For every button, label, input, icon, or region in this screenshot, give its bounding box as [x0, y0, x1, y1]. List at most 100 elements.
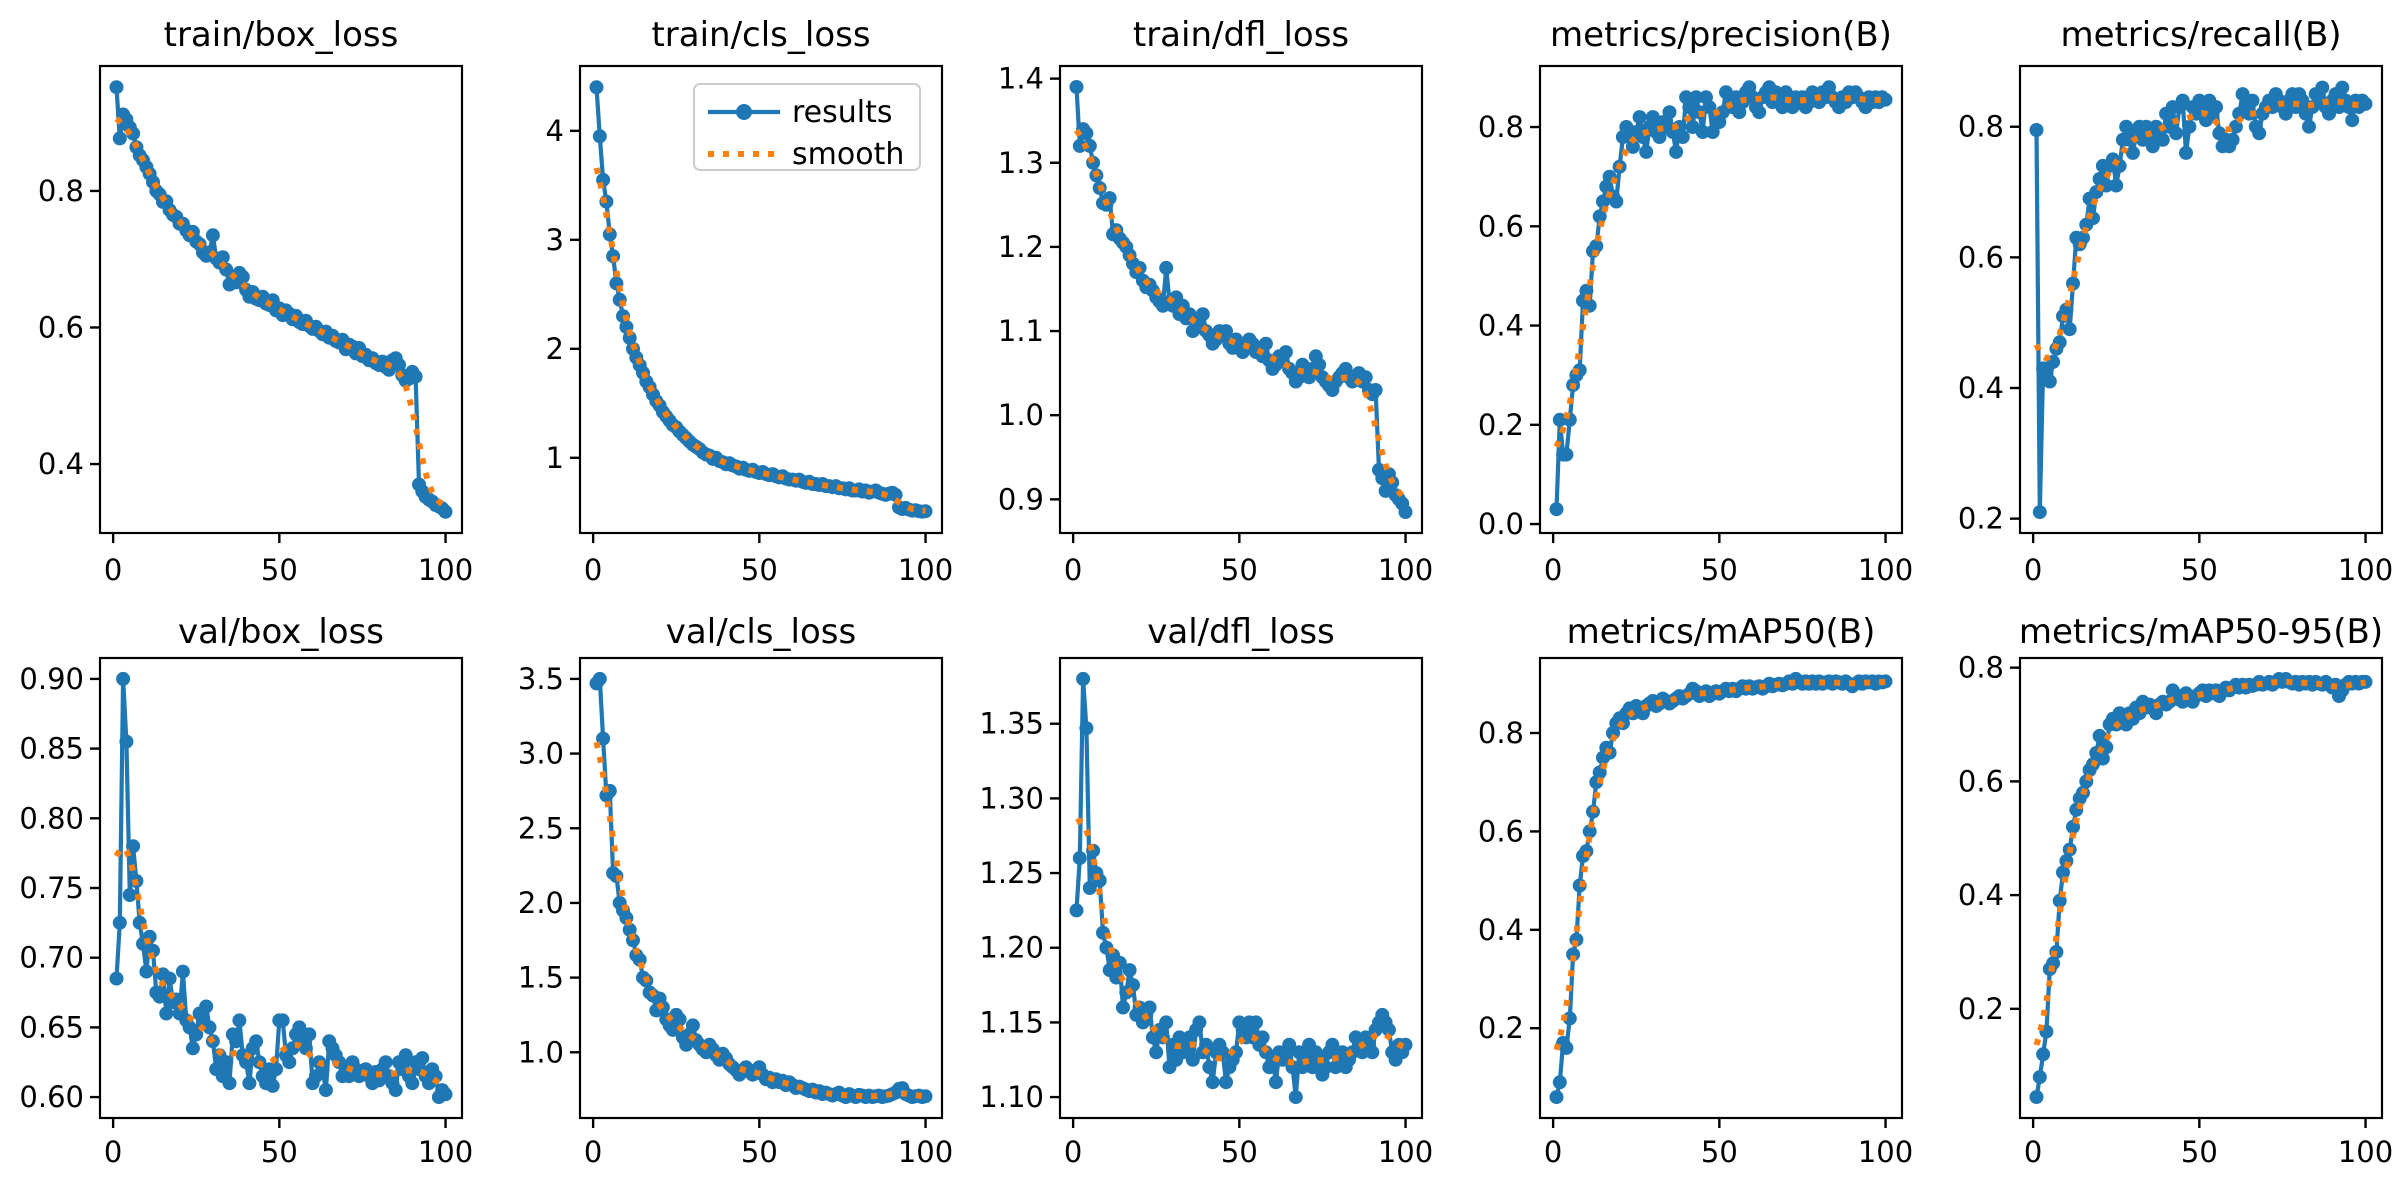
x-tick-label: 0 — [584, 553, 602, 587]
y-tick-label: 1.10 — [979, 1080, 1044, 1114]
chart-title: metrics/precision(B) — [1550, 15, 1892, 55]
x-tick-label: 100 — [2338, 553, 2393, 587]
chart-canvas-train-box-loss: train/box_loss 0 50 100 0.4 0.6 0.8 — [38, 15, 473, 587]
x-tick-label: 100 — [2338, 1135, 2393, 1169]
legend-results-marker-icon — [736, 104, 752, 120]
chart-canvas-train-dfl-loss: train/dfl_loss 0 50 100 0.9 1.0 1.1 1.2 1.3 1.4 — [998, 15, 1433, 587]
x-tick-label: 0 — [2024, 1135, 2042, 1169]
y-tick-label: 1.20 — [979, 931, 1044, 965]
x-tick-label: 0 — [104, 553, 122, 587]
x-tick-label: 0 — [584, 1135, 602, 1169]
y-tick-label: 1.4 — [998, 62, 1044, 96]
y-tick-label: 1.5 — [518, 961, 564, 995]
x-tick-label: 50 — [1701, 553, 1738, 587]
legend-label-smooth: smooth — [792, 137, 904, 172]
plot-frame — [2018, 656, 2384, 1120]
y-tick-label: 0.0 — [1478, 507, 1524, 541]
y-tick-label: 0.9 — [998, 482, 1044, 516]
y-tick-label: 0.2 — [1478, 408, 1524, 442]
y-tick-label: 0.65 — [19, 1010, 84, 1044]
smooth-series-line — [593, 167, 926, 514]
plot-frame — [1058, 64, 1424, 535]
chart-title: metrics/mAP50(B) — [1567, 612, 1876, 652]
plot-frame — [1538, 64, 1904, 535]
smooth-series-line — [593, 741, 926, 1100]
subplot-train-box-loss: train/box_loss 0 50 100 0.4 0.6 0.8 — [0, 0, 480, 600]
y-tick-label: 0.8 — [1958, 651, 2004, 685]
y-tick-label: 0.4 — [1958, 371, 2004, 405]
chart-canvas-train-cls-loss: train/cls_loss 0 50 100 1 2 3 4 results smooth — [546, 15, 954, 587]
results-series-markers — [109, 671, 453, 1105]
x-tick-label: 100 — [1858, 553, 1913, 587]
x-tick-label: 0 — [1544, 1135, 1562, 1169]
subplot-val-cls-loss: val/cls_loss 0 50 100 1.0 1.5 2.0 2.5 3.0 3.5 — [480, 600, 960, 1200]
y-tick-label: 0.8 — [1478, 110, 1524, 144]
subplot-metrics-recall-b: metrics/recall(B) 0 50 100 0.2 0.4 0.6 0.8 — [1920, 0, 2400, 600]
results-series-markers — [109, 80, 453, 519]
plot-frame — [578, 656, 944, 1120]
subplot-train-cls-loss: train/cls_loss 0 50 100 1 2 3 4 results smooth — [480, 0, 960, 600]
results-series-line — [594, 676, 928, 1100]
subplot-metrics-precision-b: metrics/precision(B) 0 50 100 0.0 0.2 0.4 0.6 0.… — [1440, 0, 1920, 600]
results-series-line — [1554, 85, 1888, 512]
results-series-markers — [2029, 672, 2373, 1104]
plot-frame — [1538, 656, 1904, 1120]
chart-canvas-metrics-map50-95-b: metrics/mAP50-95(B) 0 50 100 0.2 0.4 0.6 0.8 — [1958, 612, 2393, 1169]
y-tick-label: 0.6 — [1958, 240, 2004, 274]
y-tick-label: 4 — [546, 114, 564, 148]
x-tick-label: 50 — [1701, 1135, 1738, 1169]
y-tick-label: 2.0 — [518, 886, 564, 920]
y-tick-label: 1.0 — [998, 398, 1044, 432]
y-tick-label: 0.6 — [1958, 764, 2004, 798]
smooth-series-line — [114, 116, 447, 509]
smooth-series-line — [1073, 128, 1408, 501]
subplot-metrics-map50-b: metrics/mAP50(B) 0 50 100 0.2 0.4 0.6 0.8 — [1440, 600, 1920, 1200]
y-tick-label: 0.6 — [1478, 814, 1524, 848]
results-series-markers — [1549, 80, 1893, 517]
y-tick-label: 0.60 — [19, 1080, 84, 1114]
results-series-line — [2034, 85, 2368, 515]
smooth-series-line — [1553, 679, 1886, 1051]
smooth-series-line — [2033, 98, 2366, 362]
plot-frame — [2018, 64, 2384, 535]
y-tick-label: 0.4 — [1478, 309, 1524, 343]
chart-canvas-metrics-recall-b: metrics/recall(B) 0 50 100 0.2 0.4 0.6 0.8 — [1958, 15, 2393, 587]
y-tick-label: 0.80 — [19, 801, 84, 835]
chart-canvas-metrics-map50-b: metrics/mAP50(B) 0 50 100 0.2 0.4 0.6 0.8 — [1478, 612, 1913, 1169]
x-tick-label: 100 — [1378, 553, 1433, 587]
x-tick-label: 100 — [898, 553, 953, 587]
x-tick-label: 50 — [1221, 553, 1258, 587]
y-tick-label: 1.0 — [518, 1035, 564, 1069]
x-tick-label: 100 — [418, 553, 473, 587]
plot-frame — [1058, 656, 1424, 1120]
smooth-series-line — [113, 844, 447, 1090]
results-series-line — [114, 676, 448, 1100]
x-tick-label: 50 — [741, 1135, 778, 1169]
x-tick-label: 50 — [2181, 1135, 2218, 1169]
x-tick-label: 100 — [1858, 1135, 1913, 1169]
y-tick-label: 3 — [546, 223, 564, 257]
y-tick-label: 0.4 — [1478, 913, 1524, 947]
x-tick-label: 0 — [1064, 1135, 1082, 1169]
x-tick-label: 50 — [2181, 553, 2218, 587]
legend-label-results: results — [792, 95, 893, 130]
smooth-series-line — [1553, 93, 1886, 448]
results-series-markers — [1549, 671, 1893, 1105]
y-tick-label: 0.70 — [19, 941, 84, 975]
y-tick-label: 0.85 — [19, 732, 84, 766]
chart-canvas-val-cls-loss: val/cls_loss 0 50 100 1.0 1.5 2.0 2.5 3.0 3.5 — [518, 612, 953, 1169]
x-tick-label: 0 — [104, 1135, 122, 1169]
results-series-line — [1074, 84, 1408, 515]
chart-title: metrics/mAP50-95(B) — [2019, 612, 2383, 652]
chart-canvas-metrics-precision-b: metrics/precision(B) 0 50 100 0.0 0.2 0.4 0.6 0.… — [1478, 15, 1913, 587]
results-series-markers — [2029, 80, 2373, 520]
y-tick-label: 0.8 — [1958, 110, 2004, 144]
x-tick-label: 50 — [1221, 1135, 1258, 1169]
chart-title: train/dfl_loss — [1133, 15, 1349, 55]
y-tick-label: 0.90 — [19, 662, 84, 696]
y-tick-label: 1.1 — [998, 314, 1044, 348]
y-tick-label: 1.35 — [979, 707, 1044, 741]
y-tick-label: 0.6 — [38, 310, 84, 344]
y-tick-label: 0.2 — [1958, 992, 2004, 1026]
